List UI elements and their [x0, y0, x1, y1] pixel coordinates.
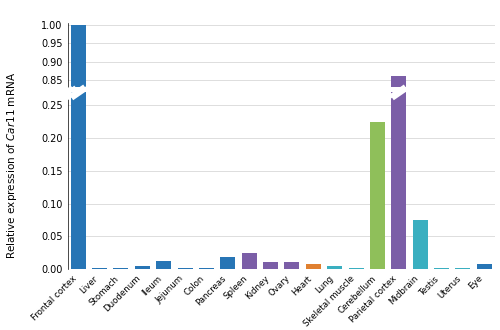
Bar — [348, 268, 364, 269]
Bar — [220, 257, 236, 269]
Bar — [412, 220, 428, 269]
Bar — [392, 0, 406, 269]
Bar — [70, 25, 86, 330]
Bar — [327, 266, 342, 269]
Bar — [178, 268, 192, 269]
Bar — [263, 262, 278, 269]
Bar — [92, 268, 107, 269]
Bar — [135, 266, 150, 269]
Bar — [70, 0, 86, 269]
Bar — [306, 264, 321, 269]
Bar — [370, 310, 385, 330]
Bar — [284, 262, 300, 269]
Bar — [434, 268, 449, 269]
Bar — [114, 268, 128, 269]
Bar — [456, 268, 470, 269]
Bar — [370, 122, 385, 269]
Bar — [392, 77, 406, 330]
Bar — [156, 261, 171, 269]
Bar — [199, 268, 214, 269]
Text: Relative expression of $\it{Car11}$ mRNA: Relative expression of $\it{Car11}$ mRNA — [6, 72, 20, 258]
Bar — [242, 253, 256, 269]
Bar — [477, 264, 492, 269]
